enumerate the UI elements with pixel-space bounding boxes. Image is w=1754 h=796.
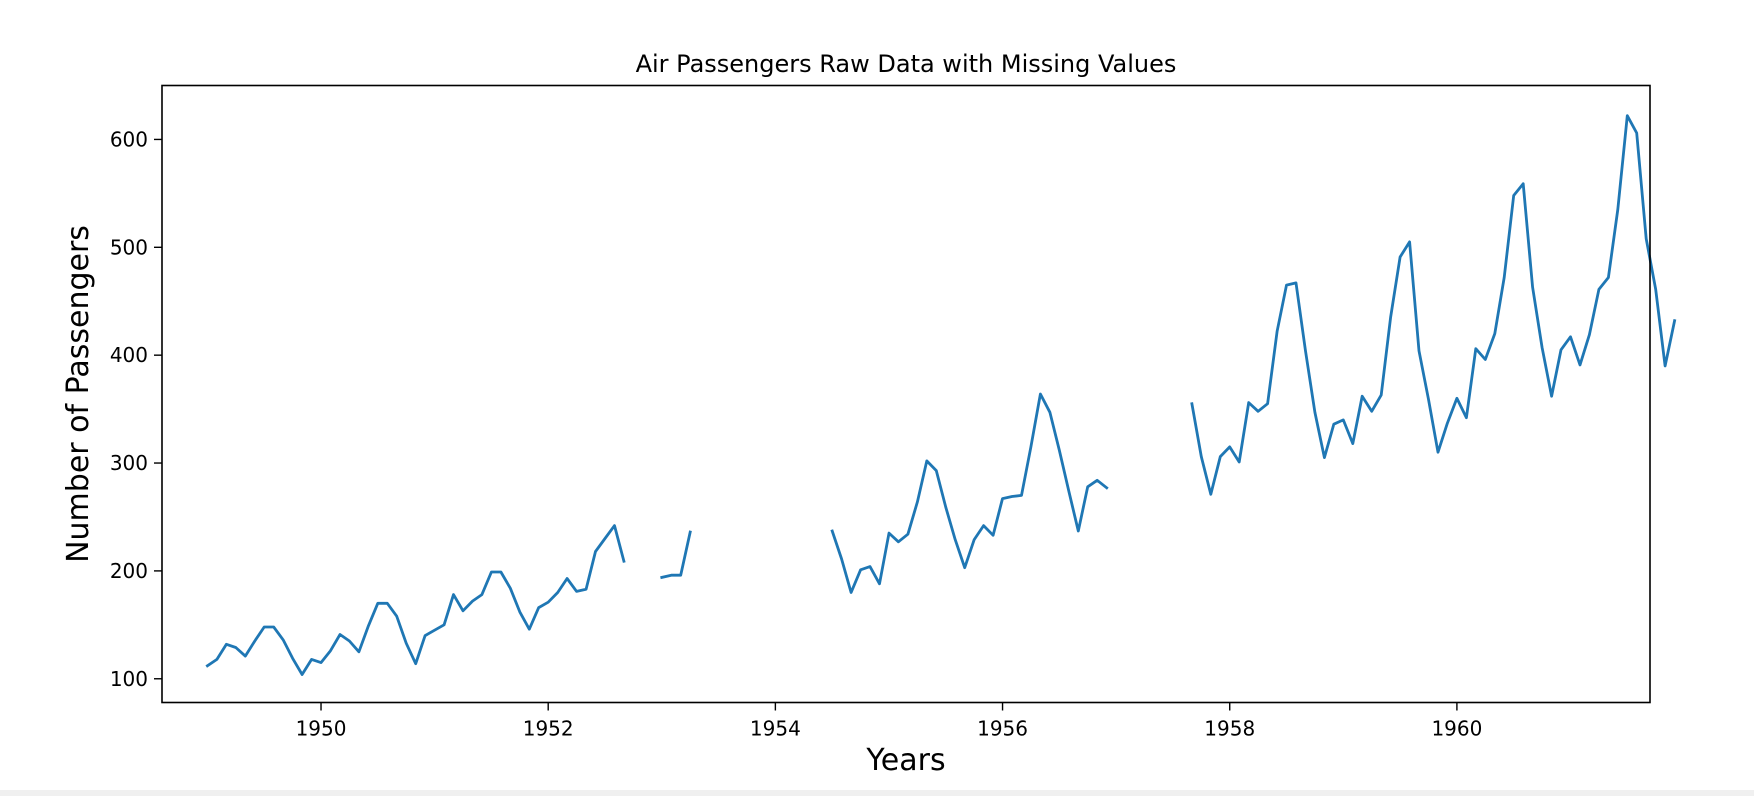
series-layer: [205, 114, 1677, 676]
y-tick-label: 500: [110, 235, 148, 259]
x-tick-label: 1958: [1204, 717, 1255, 741]
x-tick-label: 1956: [977, 717, 1028, 741]
plot-frame: [161, 84, 1651, 704]
x-axis-ticks: 1950 1952 1954 1956 1958 1960: [296, 702, 1482, 741]
x-tick-label: 1950: [296, 717, 347, 741]
y-tick-label: 400: [110, 343, 148, 367]
chart-title: Air Passengers Raw Data with Missing Val…: [636, 50, 1177, 78]
x-tick-label: 1952: [523, 717, 574, 741]
y-tick-label: 300: [110, 451, 148, 475]
y-axis-ticks: 100 200 300 400 500 600: [110, 127, 162, 691]
x-axis-label: Years: [865, 743, 945, 778]
y-tick-label: 600: [110, 127, 148, 151]
bottom-strip: [0, 790, 1754, 796]
x-tick-label: 1960: [1431, 717, 1482, 741]
series-line: [205, 114, 1677, 676]
y-tick-label: 100: [110, 667, 148, 691]
x-tick-label: 1954: [750, 717, 801, 741]
y-axis-label: Number of Passengers: [61, 225, 96, 563]
y-tick-label: 200: [110, 559, 148, 583]
